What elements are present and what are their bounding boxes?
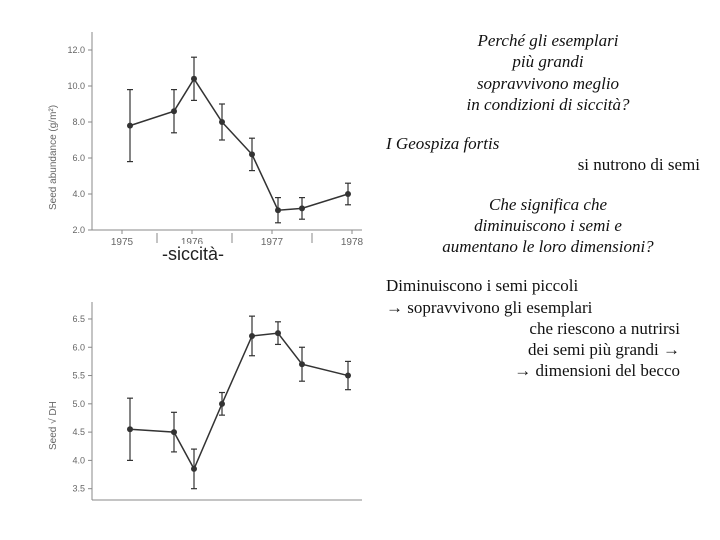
answer-2-line1: Diminuiscono i semi piccoli [386, 275, 710, 296]
top-chart-wrap: Seed abundance (g/m²) 2.04.06.08.010.012… [56, 20, 366, 250]
svg-text:3.5: 3.5 [72, 484, 85, 494]
top-chart-ylabel: Seed abundance (g/m²) [48, 105, 59, 210]
answer-2-line2: → sopravvivono gli esemplari [386, 297, 710, 318]
drought-label: -siccità- [162, 244, 224, 265]
answer-1-line2: si nutrono di semi [386, 154, 710, 175]
question-2: Che significa chediminuiscono i semi eau… [386, 194, 710, 258]
svg-text:1975: 1975 [111, 237, 134, 248]
answer-2-line5: → dimensioni del becco [386, 360, 710, 381]
arrow-icon: → [663, 340, 680, 359]
svg-text:2.0: 2.0 [72, 225, 85, 235]
svg-text:6.5: 6.5 [72, 314, 85, 324]
answer-2-line4-text: dei semi più grandi [528, 340, 659, 359]
svg-text:12.0: 12.0 [67, 45, 85, 55]
svg-text:1978: 1978 [341, 237, 364, 248]
charts-column: Seed abundance (g/m²) 2.0 4.0 6.0 8.0 10.0 12… [0, 0, 380, 540]
svg-text:4.0: 4.0 [72, 189, 85, 199]
answer-2-line4: dei semi più grandi → [386, 339, 710, 360]
arrow-icon: → [514, 361, 531, 380]
bottom-chart-ylabel: Seed √ DH [48, 401, 59, 450]
bottom-chart: 3.5 4.0 4.5 5.0 5.5 6.0 6.5 [56, 290, 366, 520]
text-column: Perché gli esemplaripiù grandisopravvivo… [380, 0, 720, 540]
answer-2-line5-text: dimensioni del becco [536, 361, 680, 380]
svg-text:5.5: 5.5 [72, 371, 85, 381]
svg-text:1977: 1977 [261, 237, 284, 248]
bottom-chart-wrap: Seed √ DH 3.54.04.55.05.56.06.5 [56, 290, 366, 520]
svg-text:4.0: 4.0 [72, 455, 85, 465]
svg-text:5.0: 5.0 [72, 399, 85, 409]
svg-text:10.0: 10.0 [67, 81, 85, 91]
answer-2: Diminuiscono i semi piccoli → sopravvivo… [386, 275, 710, 381]
arrow-icon: → [386, 298, 403, 317]
question-1: Perché gli esemplaripiù grandisopravvivo… [386, 30, 710, 115]
svg-text:4.5: 4.5 [72, 427, 85, 437]
svg-text:8.0: 8.0 [72, 117, 85, 127]
svg-text:6.0: 6.0 [72, 342, 85, 352]
answer-1-line1: I Geospiza fortis [386, 133, 710, 154]
answer-2-line3: che riescono a nutrirsi [386, 318, 710, 339]
answer-2-line2-text: sopravvivono gli esemplari [407, 298, 592, 317]
top-chart: 2.04.06.08.010.012.01975197619771978 [56, 20, 366, 250]
answer-1: I Geospiza fortis si nutrono di semi [386, 133, 710, 176]
svg-text:6.0: 6.0 [72, 153, 85, 163]
